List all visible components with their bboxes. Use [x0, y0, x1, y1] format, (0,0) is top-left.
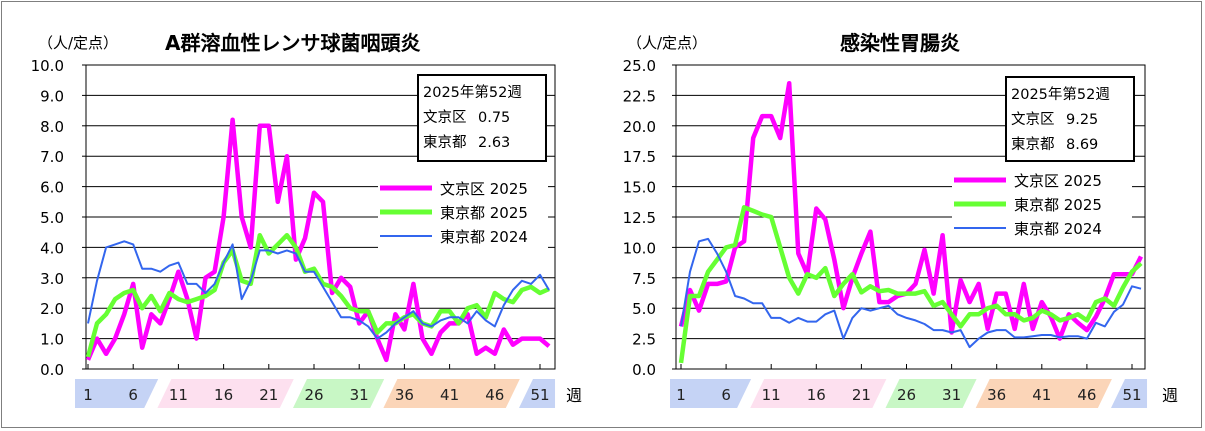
x-tick-label: 31 — [350, 386, 369, 404]
x-tick-label: 16 — [807, 386, 826, 404]
x-tick-label: 6 — [128, 386, 138, 404]
info-value: 8.69 — [1066, 137, 1098, 153]
chart-title: A群溶血性レンサ球菌咽頭炎 — [165, 31, 420, 55]
x-tick-label: 11 — [762, 386, 781, 404]
y-tick-label: 4.0 — [40, 239, 64, 257]
info-value: 0.75 — [478, 110, 510, 126]
series-line-3 — [87, 240, 550, 340]
y-tick-label: 2.0 — [40, 300, 64, 318]
x-tick-label: 1 — [676, 386, 686, 404]
y-tick-label: 7.0 — [40, 148, 64, 166]
legend-label: 東京都 2025 — [440, 204, 528, 222]
chart-title: 感染性胃腸炎 — [840, 31, 960, 55]
unit-label: （人/定点） — [38, 34, 118, 52]
x-tick-label: 41 — [1032, 386, 1051, 404]
week-band — [975, 379, 1112, 408]
week-band — [519, 379, 556, 408]
x-tick-label: 31 — [942, 386, 961, 404]
info-heading: 2025年第52週 — [423, 83, 522, 101]
x-tick-label: 51 — [1122, 386, 1141, 404]
y-tick-label: 10.0 — [623, 239, 656, 257]
x-tick-label: 36 — [395, 386, 414, 404]
legend: 文京区 2025 東京都 2025 東京都 2024 — [378, 176, 548, 248]
series-line-3 — [680, 237, 1142, 349]
week-band — [885, 379, 977, 408]
info-label: 東京都 — [423, 134, 467, 151]
y-tick-label: 0.0 — [632, 361, 656, 379]
x-tick-label: 46 — [485, 386, 504, 404]
y-tick-label: 15.0 — [623, 179, 656, 197]
y-tick-label: 22.5 — [623, 87, 656, 105]
legend: 文京区 2025 東京都 2025 東京都 2024 — [952, 168, 1132, 240]
info-label: 東京都 — [1011, 136, 1055, 153]
series-line-2 — [85, 232, 550, 358]
y-tick-label: 25.0 — [623, 57, 656, 75]
chart-1: （人/定点） A群溶血性レンサ球菌咽頭炎 0.0 1.0 2.0 3.0 4.0 5.0 6.0… — [31, 31, 582, 408]
week-bands — [75, 379, 556, 408]
x-tick-label: 21 — [259, 386, 278, 404]
chart-2: （人/定点） 感染性胃腸炎 0.0 2.5 5.0 7.5 10.0 12.5 15.0 17.5… — [623, 31, 1178, 408]
x-tick-label: 41 — [440, 386, 459, 404]
x-tick-label: 11 — [169, 386, 188, 404]
y-tick-label: 5.0 — [632, 300, 656, 318]
y-tick-label: 6.0 — [40, 179, 64, 197]
legend-label: 文京区 2025 — [1014, 172, 1102, 190]
week-band — [383, 379, 520, 408]
series-line-1 — [678, 80, 1144, 341]
legend-label: 東京都 2024 — [1014, 220, 1102, 238]
y-tick-label: 12.5 — [623, 209, 656, 227]
x-tick-label: 16 — [214, 386, 233, 404]
y-tick-label: 17.5 — [623, 148, 656, 166]
week-band — [157, 379, 294, 408]
info-label: 文京区 — [423, 109, 467, 126]
x-axis-label: 週 — [566, 386, 582, 405]
y-tick-label: 1.0 — [40, 331, 64, 349]
week-bands — [670, 379, 1148, 408]
week-band — [670, 379, 752, 408]
info-heading: 2025年第52週 — [1011, 85, 1110, 103]
y-tick-label: 3.0 — [40, 270, 64, 288]
info-box — [417, 74, 547, 162]
x-axis-label: 週 — [1162, 386, 1178, 405]
y-tick-label: 0.0 — [40, 361, 64, 379]
x-tick-label: 21 — [852, 386, 871, 404]
info-box — [1005, 76, 1135, 162]
y-tick-label: 5.0 — [40, 209, 64, 227]
x-tick-label: 46 — [1077, 386, 1096, 404]
x-tick-label: 51 — [530, 386, 549, 404]
week-band — [75, 379, 159, 408]
y-tick-label: 20.0 — [623, 118, 656, 136]
x-tick-label: 36 — [987, 386, 1006, 404]
info-value: 9.25 — [1066, 112, 1098, 128]
info-label: 文京区 — [1011, 111, 1055, 128]
series-line-1 — [85, 117, 551, 363]
week-band — [750, 379, 887, 408]
x-tick-label: 26 — [897, 386, 916, 404]
week-band — [1111, 379, 1148, 408]
x-tick-label: 1 — [83, 386, 93, 404]
y-tick-label: 10.0 — [31, 57, 64, 75]
x-tick-label: 6 — [721, 386, 731, 404]
series-line-2 — [678, 205, 1143, 364]
y-tick-label: 2.5 — [632, 331, 656, 349]
week-band — [293, 379, 385, 408]
info-value: 2.63 — [478, 135, 510, 151]
legend-label: 東京都 2025 — [1014, 196, 1102, 214]
y-tick-label: 7.5 — [632, 270, 656, 288]
y-tick-label: 9.0 — [40, 87, 64, 105]
x-tick-label: 26 — [304, 386, 323, 404]
legend-label: 文京区 2025 — [440, 180, 528, 198]
y-tick-label: 8.0 — [40, 118, 64, 136]
unit-label: （人/定点） — [627, 34, 707, 52]
legend-label: 東京都 2024 — [440, 228, 528, 246]
